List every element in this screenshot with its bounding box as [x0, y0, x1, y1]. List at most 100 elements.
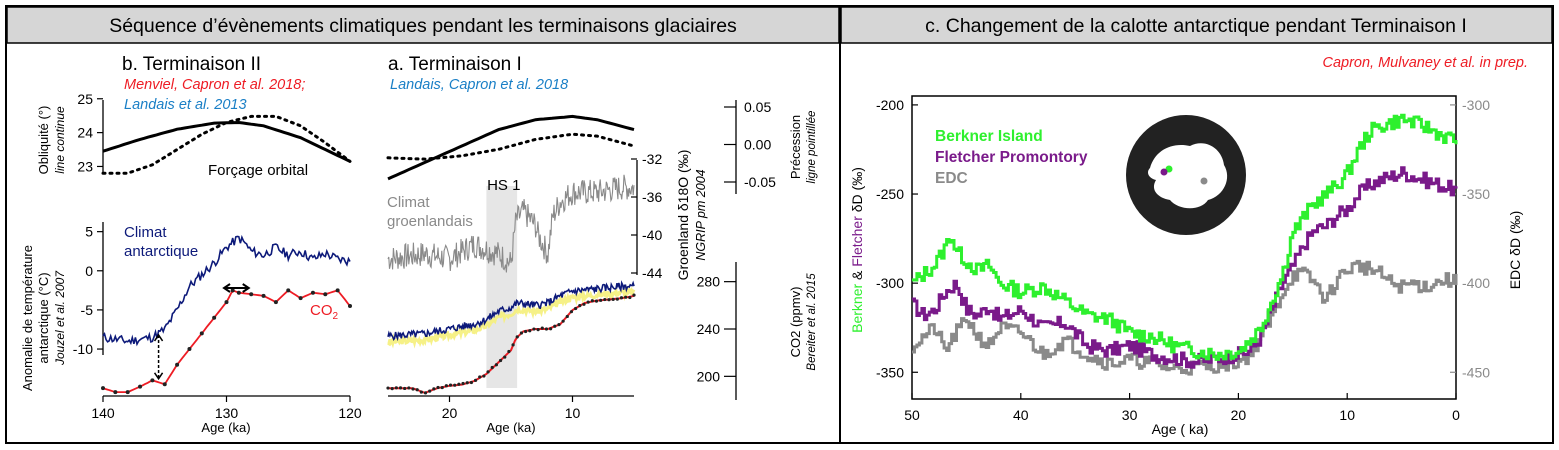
- co2-point-a: [494, 363, 499, 367]
- precession-axis-sublabel: ligne pointillée: [806, 111, 818, 184]
- co2-point-a: [594, 299, 599, 303]
- co2-point-a: [461, 381, 465, 386]
- co2-point-a: [557, 323, 561, 327]
- co2-point-a: [498, 358, 503, 363]
- precession-axis-label: Précession: [788, 115, 803, 179]
- co2-point-a: [540, 326, 544, 330]
- co2-point: [187, 347, 192, 352]
- panel-a-x-tick-label: 10: [565, 405, 581, 421]
- co2-label-main: CO: [310, 302, 333, 319]
- co2-point-a: [561, 319, 565, 323]
- co2-point-a: [407, 386, 411, 390]
- panel-a-xlabel: Age (ka): [486, 420, 535, 435]
- precession-dotted-line: [101, 114, 352, 175]
- greenland-climate-label-1: Climat: [387, 194, 430, 211]
- co2-point: [162, 382, 167, 387]
- obliquity-axis-sublabel: line continue: [53, 106, 67, 174]
- co2-point-a: [465, 381, 469, 385]
- panel-b-title: b. Terminaison II: [122, 54, 261, 75]
- antarctic-climate-line-a: [387, 280, 635, 342]
- co2-point-a: [549, 327, 553, 331]
- co2-point-a: [511, 343, 515, 347]
- legend-entry: Fletcher Promontory: [935, 149, 1088, 166]
- co2-point: [113, 390, 118, 395]
- precession-tick-label: 0.05: [744, 99, 771, 115]
- panel-a: a. Terminaison I Landais, Capron et al. …: [386, 54, 818, 435]
- co2-axis-tick-label: 280: [697, 274, 721, 290]
- co2-point: [230, 288, 235, 293]
- co2-point-a: [448, 383, 453, 387]
- greenland-d18o-line: [387, 174, 635, 273]
- precession-tick-label: -0.05: [744, 174, 776, 190]
- co2-point-a: [603, 297, 607, 302]
- hs1-label: HS 1: [487, 177, 520, 194]
- ylabel-left-amp: &: [849, 267, 865, 284]
- panel-c-x-tick-label: 50: [904, 407, 920, 423]
- co2-point-a: [428, 389, 432, 393]
- co2-point-a: [486, 370, 490, 374]
- fletcher-line: [912, 166, 1458, 369]
- d18o-tick-label: -44: [642, 265, 662, 281]
- panel-b-x-tick-label: 140: [91, 405, 115, 421]
- co2-point-a: [403, 386, 407, 391]
- panel-b-ref-red: Menviel, Capron et al. 2018;: [124, 77, 305, 93]
- co2-point: [199, 331, 204, 336]
- co2-point-a: [544, 327, 549, 331]
- co2-point-a: [528, 329, 532, 333]
- antarctic-temperature-line: [102, 234, 351, 347]
- greenland-climate-label-2: groenlandais: [387, 213, 473, 230]
- co2-point: [273, 300, 278, 305]
- co2-point-a: [523, 329, 528, 334]
- panel-c-right-tick-label: -350: [1462, 186, 1490, 202]
- antarctica-map-icon: [1126, 115, 1246, 235]
- co2-point-a: [423, 391, 428, 395]
- d18o-axis-label-text: Groenland δ18O (‰): [675, 150, 691, 281]
- obliquity-tick-label: 23: [77, 158, 93, 174]
- co2-point-a: [611, 297, 615, 301]
- co2-point-a: [515, 335, 519, 339]
- co2-axis-tick-label: 200: [697, 368, 721, 384]
- panel-c-marks: 50 40 30 20 10 0 -200 -250 -300 -350 -300 -350 -400 -…: [876, 97, 1490, 423]
- co2-point: [310, 290, 315, 295]
- antarctic-yellow-line: [387, 285, 636, 349]
- panel-c-ylabel-left: Berkner & Fletcher δD (‰): [849, 167, 865, 333]
- panel-b: b. Terminaison II Menviel, Capron et al.…: [20, 54, 362, 435]
- panel-b-marks: 25 24 23 5 0 -5 -10 140 130 120: [73, 91, 362, 421]
- panel-c-right-tick-label: -400: [1462, 275, 1490, 291]
- co2-label: CO2: [310, 302, 339, 322]
- panel-c-left-tick-label: -300: [876, 275, 904, 291]
- co2-point-a: [615, 297, 619, 301]
- co2-point-a: [457, 382, 461, 386]
- precession-tick-label: 0.00: [744, 137, 771, 153]
- panel-c-x-tick-label: 30: [1122, 407, 1138, 423]
- lag-arrow-heads: [153, 333, 164, 381]
- co2-point: [348, 304, 352, 308]
- co2-point-a: [519, 331, 524, 335]
- panel-b-xlabel: Age (ka): [201, 420, 250, 435]
- co2-point-a: [478, 375, 482, 379]
- temperature-axis-label-1: Anomalie de température: [20, 245, 35, 391]
- co2-point: [150, 378, 155, 383]
- co2-point-a: [469, 380, 473, 385]
- co2-point-a: [607, 298, 611, 302]
- co2-point: [138, 384, 143, 389]
- temperature-tick-label: 5: [85, 224, 93, 240]
- temperature-tick-label: -10: [73, 341, 93, 357]
- panel-b-x-tick-label: 120: [338, 405, 362, 421]
- left-header-bar: [6, 6, 840, 44]
- left-header-title: Séquence d’évènements climatiques pendan…: [109, 15, 737, 37]
- d18o-tick-label: -32: [642, 151, 662, 167]
- panel-c-plot-frame: [911, 95, 1457, 400]
- co2-point: [249, 292, 254, 297]
- temperature-tick-label: 0: [85, 263, 93, 279]
- right-header-title: c. Changement de la calotte antarctique …: [925, 15, 1467, 37]
- panel-c-ref: Capron, Mulvaney et al. in prep.: [1322, 55, 1528, 71]
- obliquity-tick-label: 25: [77, 91, 93, 107]
- panel-b-ref-blue: Landais et al. 2013: [124, 97, 247, 113]
- co2-point-a: [390, 387, 394, 391]
- ylabel-left-berkner: Berkner: [849, 284, 865, 333]
- edc-site-dot: [1200, 177, 1208, 185]
- ylabel-left-fletcher: Fletcher: [849, 216, 865, 267]
- co2-point-a: [536, 327, 540, 332]
